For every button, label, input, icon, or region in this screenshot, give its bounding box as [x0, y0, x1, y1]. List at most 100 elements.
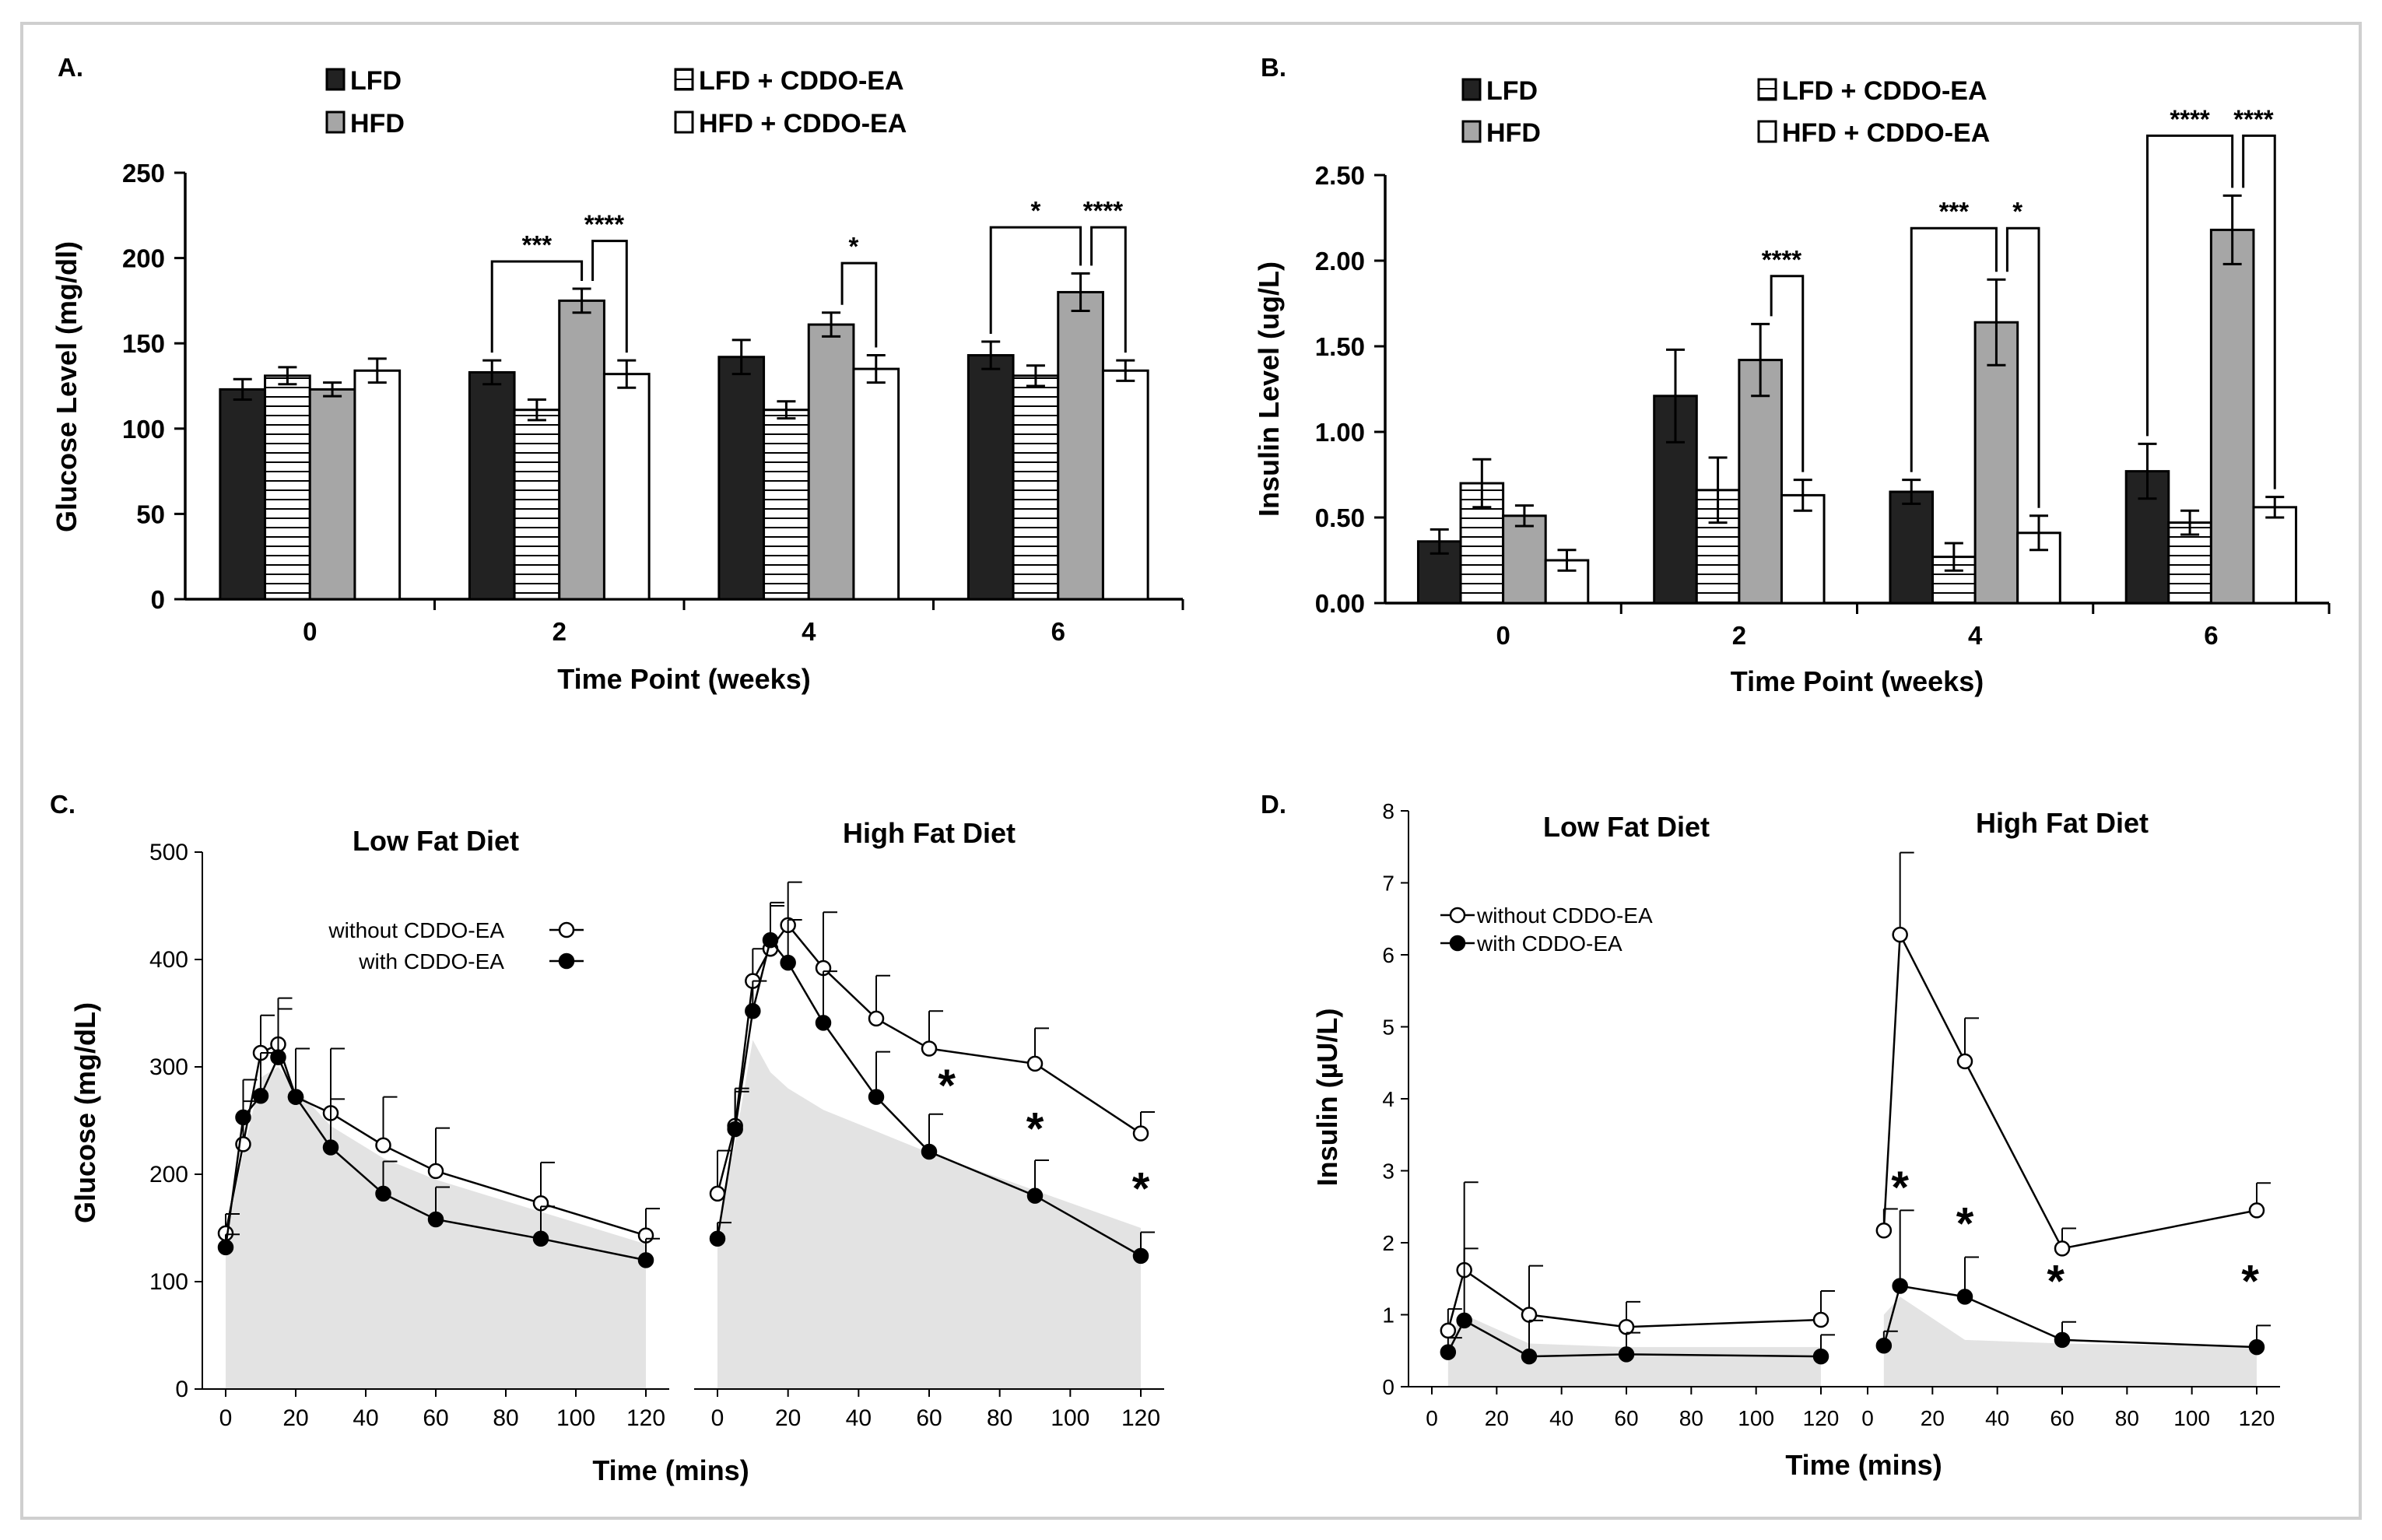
- data-point-open: [2054, 1240, 2071, 1257]
- y-tick-label: 500: [149, 840, 188, 865]
- x-tick-label: 2: [553, 617, 567, 646]
- data-point-filled: [322, 1139, 339, 1156]
- subplot-title: Low Fat Diet: [353, 825, 519, 857]
- legend-swatch: [674, 68, 694, 91]
- significance-bracket: *: [840, 232, 878, 348]
- y-tick-label: 50: [136, 500, 165, 528]
- legend-label: without CDDO-EA: [1476, 903, 1653, 928]
- x-tick-label: 20: [1921, 1406, 1945, 1430]
- x-tick-label: 6: [1051, 617, 1065, 646]
- data-point-filled: [762, 931, 779, 949]
- legend-marker: [1449, 907, 1466, 924]
- legend-swatch: [674, 111, 694, 134]
- subplot-title: Low Fat Diet: [1543, 811, 1710, 843]
- data-point-filled: [2054, 1331, 2071, 1349]
- y-tick-label: 8: [1382, 799, 1394, 823]
- subplot-title: High Fat Diet: [843, 817, 1016, 849]
- bar-hfd-cddo-ea-2: [602, 373, 651, 601]
- y-axis-title: Glucose Level (mg/dl): [51, 241, 82, 532]
- panel-b: B.0.000.501.001.502.002.500 2 4 6******* ***…: [1253, 53, 2331, 697]
- bar-lfd-cddo-ea-2: [1695, 489, 1741, 605]
- x-axis-title: Time (mins): [1785, 1449, 1942, 1481]
- series-line-with-cddo-ea: [224, 1054, 647, 1261]
- legend-marker: [558, 952, 575, 970]
- bar-lfd-cddo-ea-2: [513, 409, 561, 601]
- significance-label: ****: [1083, 196, 1124, 225]
- x-tick-label: 40: [353, 1405, 378, 1431]
- x-tick-label: 0: [303, 617, 317, 646]
- bracket-line: [2242, 134, 2276, 489]
- x-axis-title: Time Point (weeks): [557, 663, 810, 695]
- y-tick-label: 0.00: [1315, 589, 1365, 618]
- bracket-line: [1090, 226, 1127, 353]
- data-point-filled: [709, 1230, 726, 1247]
- data-point-filled: [745, 1002, 761, 1019]
- data-point-open: [1026, 1055, 1044, 1072]
- series-line-without-cddo-ea: [716, 923, 1142, 1194]
- legend: LFD HFD LFD + CDDO-EA HFD + CDDO-EA: [325, 66, 907, 139]
- panel-d: D. 0 20 40 60 80 100 120 0 1 2 3 4 5 6 7 8 Low Fat Diet 0 2…: [1261, 790, 2280, 1481]
- data-point-filled: [1618, 1346, 1635, 1363]
- panel-label: B.: [1261, 53, 1286, 82]
- x-tick-label: 60: [1614, 1406, 1638, 1430]
- legend: without CDDO-EA with CDDO-EA: [1440, 903, 1653, 956]
- subplot-low-fat: 0 20 40 60 80 100 120 0 100 200 300 400 500 Low Fat D…: [149, 825, 669, 1431]
- series-line-without-cddo-ea: [224, 1043, 647, 1237]
- bracket-line: [591, 240, 628, 353]
- data-point-filled: [375, 1185, 391, 1202]
- reference-shade: [1883, 1296, 2257, 1387]
- x-tick-label: 120: [626, 1405, 665, 1431]
- x-tick-label: 20: [775, 1405, 801, 1431]
- legend-swatch: [1757, 120, 1777, 143]
- y-axis-title: Insulin (µU/L): [1311, 1009, 1343, 1187]
- subplot-title: High Fat Diet: [1976, 807, 2149, 839]
- y-tick-label: 3: [1382, 1159, 1394, 1184]
- bracket-line: [1910, 226, 1998, 472]
- legend-label: without CDDO-EA: [328, 918, 504, 942]
- legend-label: LFD + CDDO-EA: [699, 66, 904, 96]
- legend-label: with CDDO-EA: [358, 949, 504, 973]
- y-tick-label: 200: [122, 244, 165, 273]
- x-tick-label: 80: [493, 1405, 518, 1431]
- y-tick-label: 100: [149, 1269, 188, 1295]
- x-tick-label: 120: [1803, 1406, 1840, 1430]
- significance-star: *: [1956, 1198, 1974, 1249]
- data-point-filled: [868, 1089, 885, 1105]
- y-tick-label: 6: [1382, 943, 1394, 967]
- legend-label: LFD + CDDO-EA: [1782, 76, 1987, 106]
- y-tick-label: 1.50: [1315, 332, 1365, 361]
- legend-swatch: [325, 68, 346, 91]
- y-tick-label: 2.00: [1315, 247, 1365, 275]
- y-tick-label: 300: [149, 1054, 188, 1080]
- data-point-open: [709, 1185, 726, 1202]
- y-tick-label: 400: [149, 947, 188, 973]
- data-point-filled: [427, 1211, 444, 1228]
- legend-label: with CDDO-EA: [1476, 931, 1622, 956]
- bar-hfd-cddo-ea-0: [353, 369, 402, 601]
- x-tick-label: 100: [2173, 1406, 2210, 1430]
- data-point-filled: [637, 1252, 654, 1268]
- data-point-open: [921, 1040, 938, 1057]
- legend: LFD HFD LFD + CDDO-EA HFD + CDDO-EA: [1461, 76, 1990, 148]
- data-point-filled: [1440, 1344, 1457, 1360]
- x-tick-label: 60: [2050, 1406, 2074, 1430]
- data-point-filled: [1892, 1278, 1908, 1294]
- x-tick-label: 6: [2204, 621, 2218, 650]
- panel-label: D.: [1261, 790, 1286, 819]
- bar-hfd-6: [1057, 290, 1104, 601]
- x-tick-label: 0: [711, 1405, 724, 1431]
- x-tick-label: 80: [1679, 1406, 1703, 1430]
- bar-hfd-cddo-ea-4: [852, 367, 900, 601]
- x-tick-label: 60: [916, 1405, 942, 1431]
- x-tick-label: 4: [802, 617, 816, 646]
- x-tick-label: 20: [1485, 1406, 1509, 1430]
- significance-bracket: *: [2005, 197, 2040, 508]
- data-point-open: [427, 1163, 444, 1180]
- x-tick-label: 40: [1985, 1406, 2009, 1430]
- data-point-open: [868, 1010, 885, 1027]
- legend-marker: [1449, 935, 1466, 952]
- data-point-filled: [270, 1049, 286, 1065]
- data-point-filled: [815, 1015, 832, 1031]
- data-point-filled: [1812, 1348, 1829, 1365]
